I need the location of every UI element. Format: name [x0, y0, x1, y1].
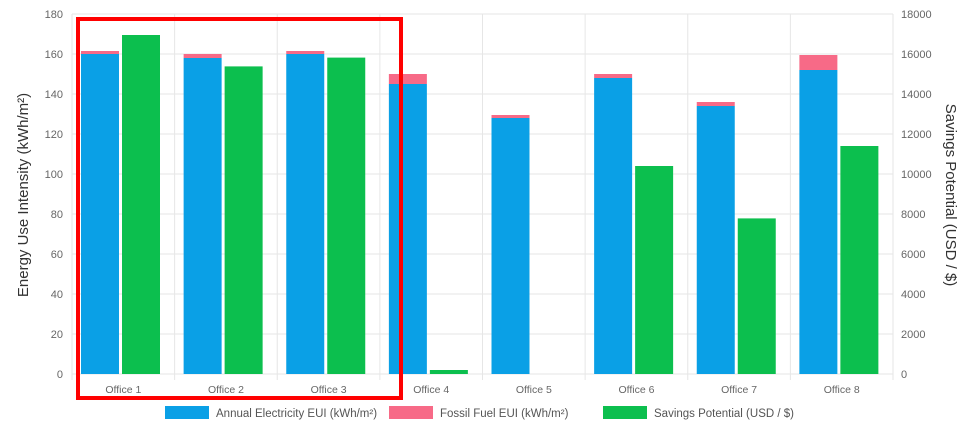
highlight-rectangle — [76, 17, 403, 400]
y-axis-title-left: Energy Use Intensity (kWh/m²) — [15, 93, 32, 297]
legend-swatch — [603, 406, 647, 419]
bar-fossil-fuel-eui — [594, 74, 633, 78]
bar-savings-potential — [635, 166, 674, 374]
bar-fossil-fuel-eui — [183, 54, 222, 58]
y-tick-label-right: 6000 — [901, 249, 925, 261]
bar-fossil-fuel-eui — [799, 55, 838, 70]
y-tick-label-left: 80 — [51, 209, 63, 221]
y-tick-label-left: 140 — [45, 89, 63, 101]
bar-savings-potential — [122, 35, 160, 374]
bar-electricity-eui — [696, 106, 735, 374]
y-tick-label-left: 0 — [57, 369, 63, 381]
legend-label: Savings Potential (USD / $) — [654, 408, 794, 420]
y-tick-label-left: 60 — [51, 249, 63, 261]
y-tick-label-right: 16000 — [901, 49, 932, 61]
y-tick-label-left: 20 — [51, 329, 63, 341]
bar-fossil-fuel-eui — [286, 51, 325, 54]
bar-electricity-eui — [286, 54, 325, 374]
bar-savings-potential — [429, 370, 468, 374]
bar-savings-potential — [840, 146, 879, 374]
y-tick-label-right: 2000 — [901, 329, 925, 341]
y-axis-title-right: Savings Potential (USD / $) — [942, 104, 959, 287]
y-tick-label-left: 160 — [45, 49, 63, 61]
x-tick-label: Office 7 — [721, 384, 757, 396]
x-tick-label: Office 6 — [618, 384, 654, 396]
legend-label: Fossil Fuel EUI (kWh/m²) — [440, 408, 569, 420]
bar-fossil-fuel-eui — [696, 102, 735, 106]
ticks: 0 20 40 60 80 100 120 140 160 180 0 2000 4000 6000 800… — [45, 9, 932, 396]
y-tick-label-left: 100 — [45, 169, 63, 181]
legend-swatch — [389, 406, 433, 419]
bar-fossil-fuel-eui — [81, 51, 119, 54]
bar-fossil-fuel-eui — [491, 115, 530, 118]
bar-savings-potential — [737, 218, 776, 374]
y-tick-label-right: 10000 — [901, 169, 932, 181]
x-tick-label: Office 8 — [824, 384, 860, 396]
legend-swatch — [165, 406, 209, 419]
bar-electricity-eui — [491, 118, 530, 374]
x-tick-label: Office 4 — [413, 384, 449, 396]
x-tick-label: Office 5 — [516, 384, 552, 396]
bar-savings-potential — [327, 57, 366, 374]
bar-electricity-eui — [183, 58, 222, 374]
y-tick-label-right: 12000 — [901, 129, 932, 141]
x-tick-label: Office 1 — [105, 384, 141, 396]
x-tick-label: Office 2 — [208, 384, 244, 396]
bar-electricity-eui — [81, 54, 119, 374]
bars — [81, 35, 879, 375]
y-tick-label-right: 4000 — [901, 289, 925, 301]
y-tick-label-right: 0 — [901, 369, 907, 381]
bar-electricity-eui — [594, 78, 633, 374]
y-tick-label-left: 40 — [51, 289, 63, 301]
y-tick-label-right: 8000 — [901, 209, 925, 221]
y-tick-label-left: 180 — [45, 9, 63, 21]
bar-fossil-fuel-eui — [388, 74, 427, 84]
bar-electricity-eui — [388, 84, 427, 374]
x-tick-label: Office 3 — [311, 384, 347, 396]
y-tick-label-left: 120 — [45, 129, 63, 141]
legend-label: Annual Electricity EUI (kWh/m²) — [216, 408, 377, 420]
bar-electricity-eui — [799, 70, 838, 374]
y-tick-label-right: 14000 — [901, 89, 932, 101]
bar-savings-potential — [224, 66, 263, 375]
legend: Annual Electricity EUI (kWh/m²) Fossil Fu… — [165, 406, 794, 420]
y-tick-label-right: 18000 — [901, 9, 932, 21]
